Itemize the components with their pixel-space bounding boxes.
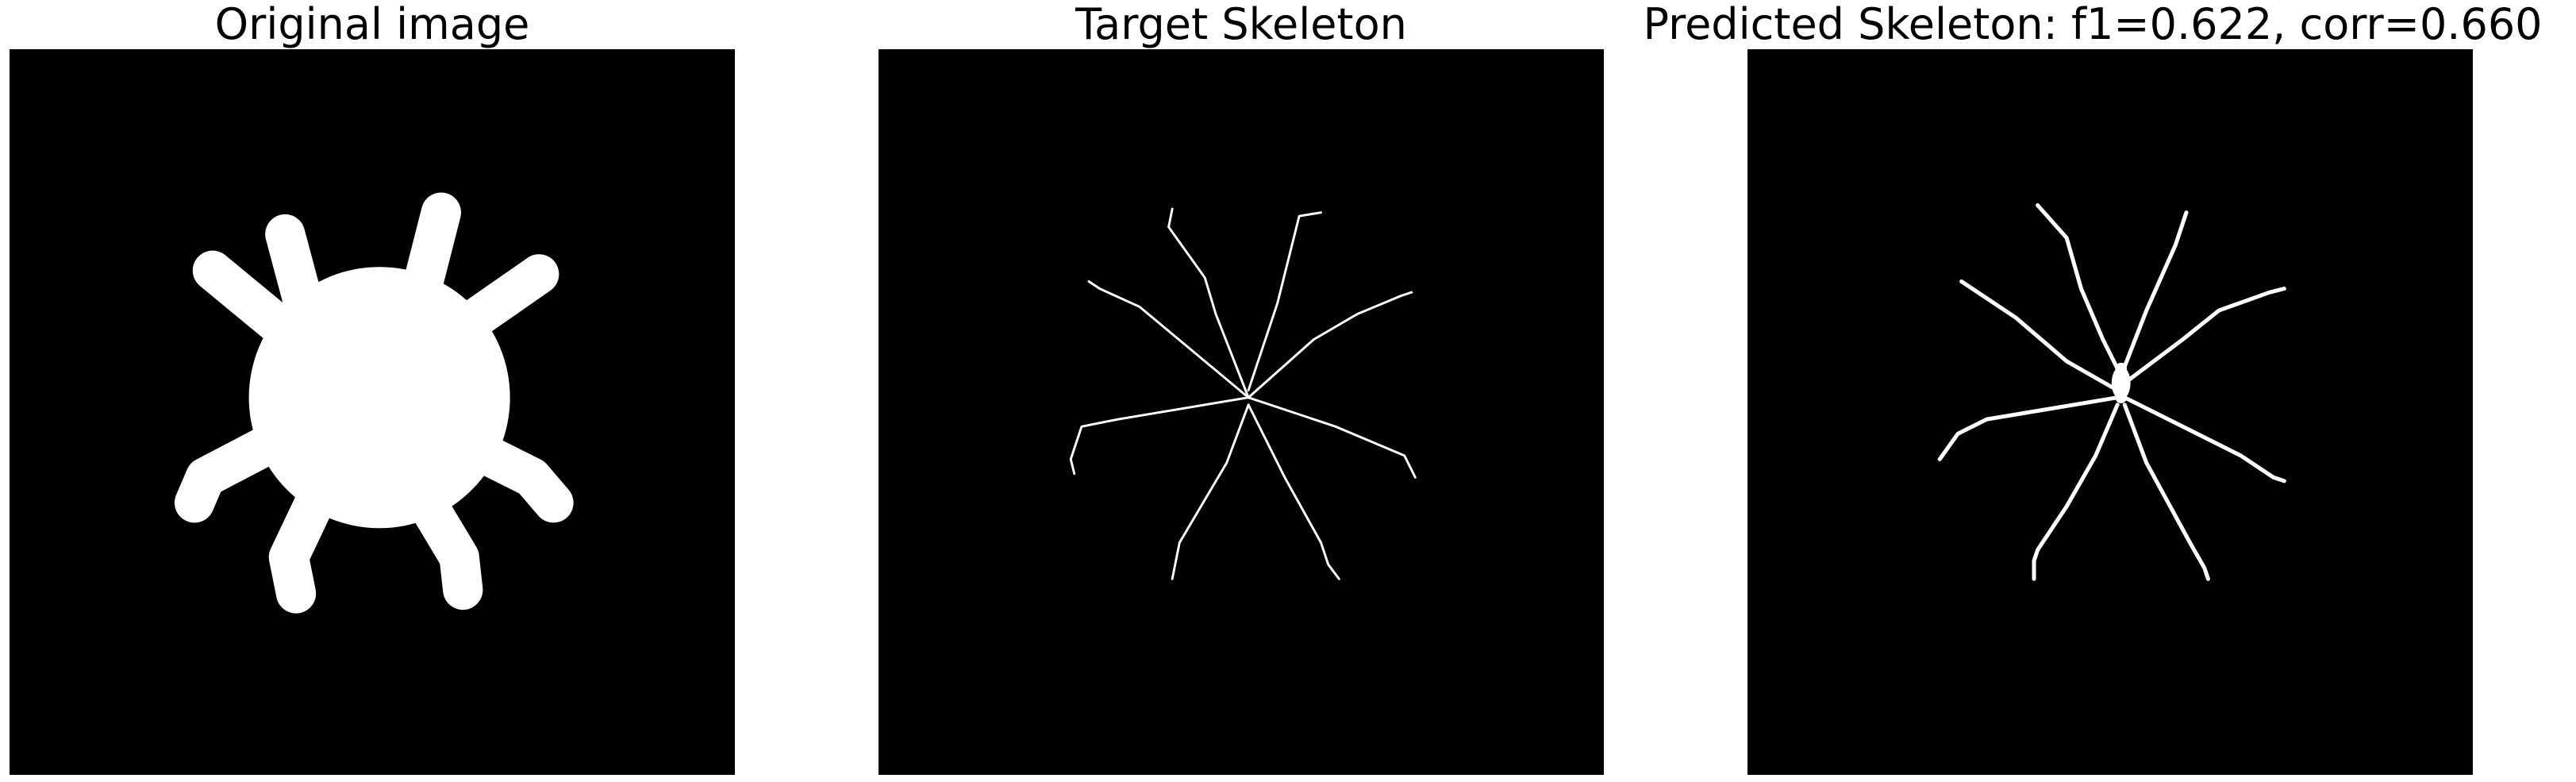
target-skeleton-panel [879, 49, 1604, 775]
original-shape-graphic [10, 49, 735, 775]
original-image-panel [10, 49, 735, 775]
predicted-skeleton-title: Predicted Skeleton: f1=0.622, corr=0.660 [1609, 0, 2576, 49]
predicted-skeleton-panel [1747, 49, 2473, 775]
predicted-skeleton-graphic [1747, 49, 2473, 775]
target-skeleton-title: Target Skeleton [879, 0, 1604, 49]
target-skeleton-graphic [879, 49, 1604, 775]
original-image-title: Original image [10, 0, 735, 49]
